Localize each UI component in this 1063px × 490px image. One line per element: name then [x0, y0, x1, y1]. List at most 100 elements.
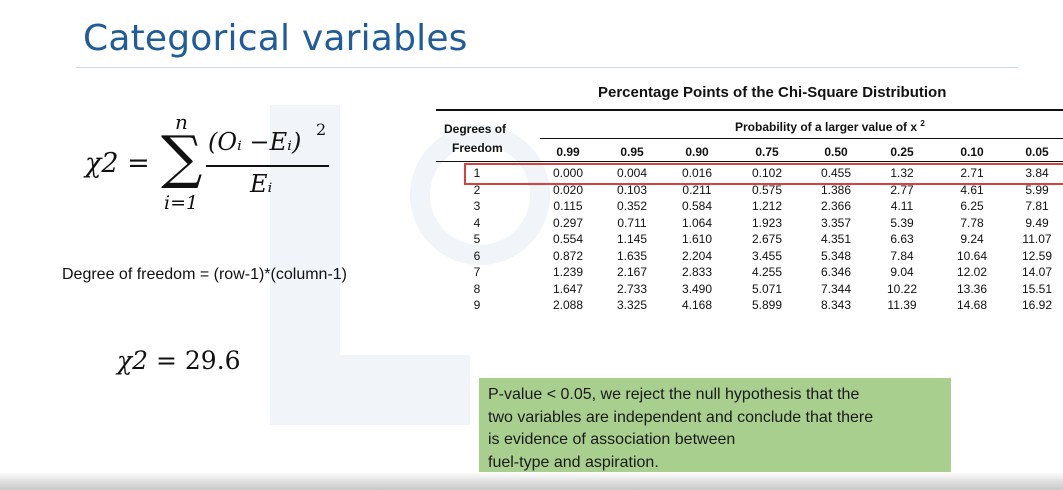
table-cell: 15.51 — [1021, 281, 1053, 296]
table-cell: 1.386 — [820, 182, 852, 197]
table-cell: 12.59 — [1021, 248, 1053, 263]
table-cell: 0.115 — [553, 199, 583, 213]
table-cell: 5.348 — [820, 248, 852, 263]
table-cell: 6.346 — [820, 265, 852, 279]
table-cell: 2.77 — [890, 182, 914, 197]
table-cell: 0.872 — [552, 248, 584, 263]
callout-line: fuel-type and aspiration. — [488, 453, 659, 471]
watermark-logo — [270, 105, 550, 425]
sum-upper-limit: n — [175, 110, 188, 134]
table-cell: 4.351 — [820, 232, 852, 246]
table-cell: 0.020 — [552, 182, 584, 197]
table-cell: 13.36 — [956, 281, 988, 296]
dof-column-header: Degrees of Freedom — [444, 120, 506, 158]
column-header: 0.95 — [620, 145, 644, 159]
formula-denominator: Eᵢ — [250, 170, 273, 198]
table-cell: 7.344 — [820, 281, 852, 296]
table-cell: 0.352 — [616, 199, 648, 213]
table-cell: 2.167 — [616, 265, 648, 279]
conclusion-callout: P-value < 0.05, we reject the null hypot… — [479, 378, 951, 482]
table-cell: 0.103 — [616, 182, 648, 197]
table-cell: 2.733 — [616, 281, 648, 296]
table-cell: 10.22 — [886, 281, 918, 296]
table-cell: 16.92 — [1021, 298, 1053, 312]
chi-result-value: 29.6 — [184, 346, 241, 375]
header-bottom-rule — [436, 161, 1063, 162]
sigma-symbol: ∑ — [161, 123, 203, 191]
dof-cell: 2 — [473, 182, 481, 197]
table-cell: 1.212 — [751, 199, 783, 213]
table-cell: 11.39 — [887, 298, 917, 312]
dof-cell: 1 — [473, 166, 481, 180]
highlighted-row-box — [464, 163, 1063, 185]
probability-header-rule — [540, 138, 1063, 139]
table-cell: 10.64 — [956, 248, 988, 263]
table-cell: 1.239 — [552, 265, 584, 279]
table-cell: 0.584 — [681, 199, 713, 213]
formula-lhs: χ2 = — [85, 148, 150, 179]
chi-result-lhs: χ2 = — [117, 346, 185, 375]
numerator-exponent: 2 — [316, 120, 327, 139]
table-cell: 0.575 — [751, 182, 783, 197]
table-cell: 0.297 — [552, 215, 584, 230]
degree-of-freedom-text: Degree of freedom = (row-1)*(column-1) — [62, 266, 347, 283]
table-top-rule — [436, 109, 1063, 111]
table-cell: 3.455 — [751, 248, 783, 263]
dof-cell: 7 — [473, 265, 481, 279]
dof-cell: 8 — [473, 281, 481, 296]
table-cell: 9.04 — [890, 265, 914, 279]
callout-line: two variables are independent and conclu… — [488, 408, 874, 426]
table-cell: 2.088 — [552, 298, 584, 312]
probability-header-text: Probability of a larger value of x — [735, 120, 918, 134]
probability-header: Probability of a larger value of x 2 — [735, 119, 925, 134]
table-cell: 7.78 — [960, 215, 984, 230]
table-cell: 14.68 — [956, 298, 988, 312]
table-cell: 7.84 — [890, 248, 914, 263]
table-cell: 2.71 — [960, 166, 984, 180]
table-cell: 4.255 — [751, 265, 783, 279]
dof-header-line1: Degrees of — [444, 122, 507, 136]
table-cell: 3.490 — [681, 281, 713, 296]
table-cell: 5.071 — [751, 281, 783, 296]
table-cell: 9.49 — [1025, 215, 1049, 230]
table-cell: 1.064 — [681, 215, 713, 230]
table-cell: 14.07 — [1021, 265, 1053, 279]
column-header: 0.75 — [755, 145, 779, 159]
sum-lower-limit: i=1 — [164, 192, 199, 214]
table-cell: 2.675 — [751, 232, 783, 246]
table-cell: 4.61 — [960, 182, 984, 197]
table-cell: 5.899 — [751, 298, 783, 312]
table-cell: 0.102 — [751, 166, 783, 180]
table-cell: 6.25 — [960, 199, 984, 213]
column-header: 0.10 — [960, 145, 984, 159]
dof-header-line2: Freedom — [452, 141, 503, 155]
fraction-bar — [206, 165, 329, 167]
table-cell: 2.204 — [681, 248, 713, 263]
table-cell: 0.000 — [552, 166, 584, 180]
table-cell: 0.554 — [552, 232, 584, 246]
column-header: 0.90 — [685, 145, 709, 159]
slide-title: Categorical variables — [83, 18, 468, 59]
table-cell: 0.211 — [682, 182, 712, 197]
table-cell: 0.455 — [820, 166, 852, 180]
table-cell: 5.99 — [1025, 182, 1049, 197]
title-divider — [76, 67, 1018, 68]
table-cell: 11.07 — [1022, 232, 1052, 246]
table-cell: 8.343 — [820, 298, 852, 312]
dof-cell: 4 — [473, 215, 481, 230]
callout-line: is evidence of association between — [488, 431, 736, 448]
callout-line: P-value < 0.05, we reject the null hypot… — [488, 386, 860, 403]
table-cell: 0.016 — [681, 166, 713, 180]
table-cell: 4.11 — [890, 199, 914, 213]
column-header: 0.05 — [1025, 145, 1049, 159]
table-cell: 1.647 — [552, 281, 584, 296]
dof-cell: 3 — [473, 199, 481, 213]
chi-square-result: χ2 = 29.6 — [117, 346, 241, 375]
table-cell: 3.84 — [1025, 166, 1049, 180]
column-header: 0.99 — [556, 145, 580, 159]
formula-numerator: (Oᵢ −Eᵢ) — [208, 128, 302, 156]
table-cell: 1.635 — [616, 248, 648, 263]
table-cell: 1.610 — [681, 232, 713, 246]
table-title: Percentage Points of the Chi-Square Dist… — [598, 84, 947, 101]
